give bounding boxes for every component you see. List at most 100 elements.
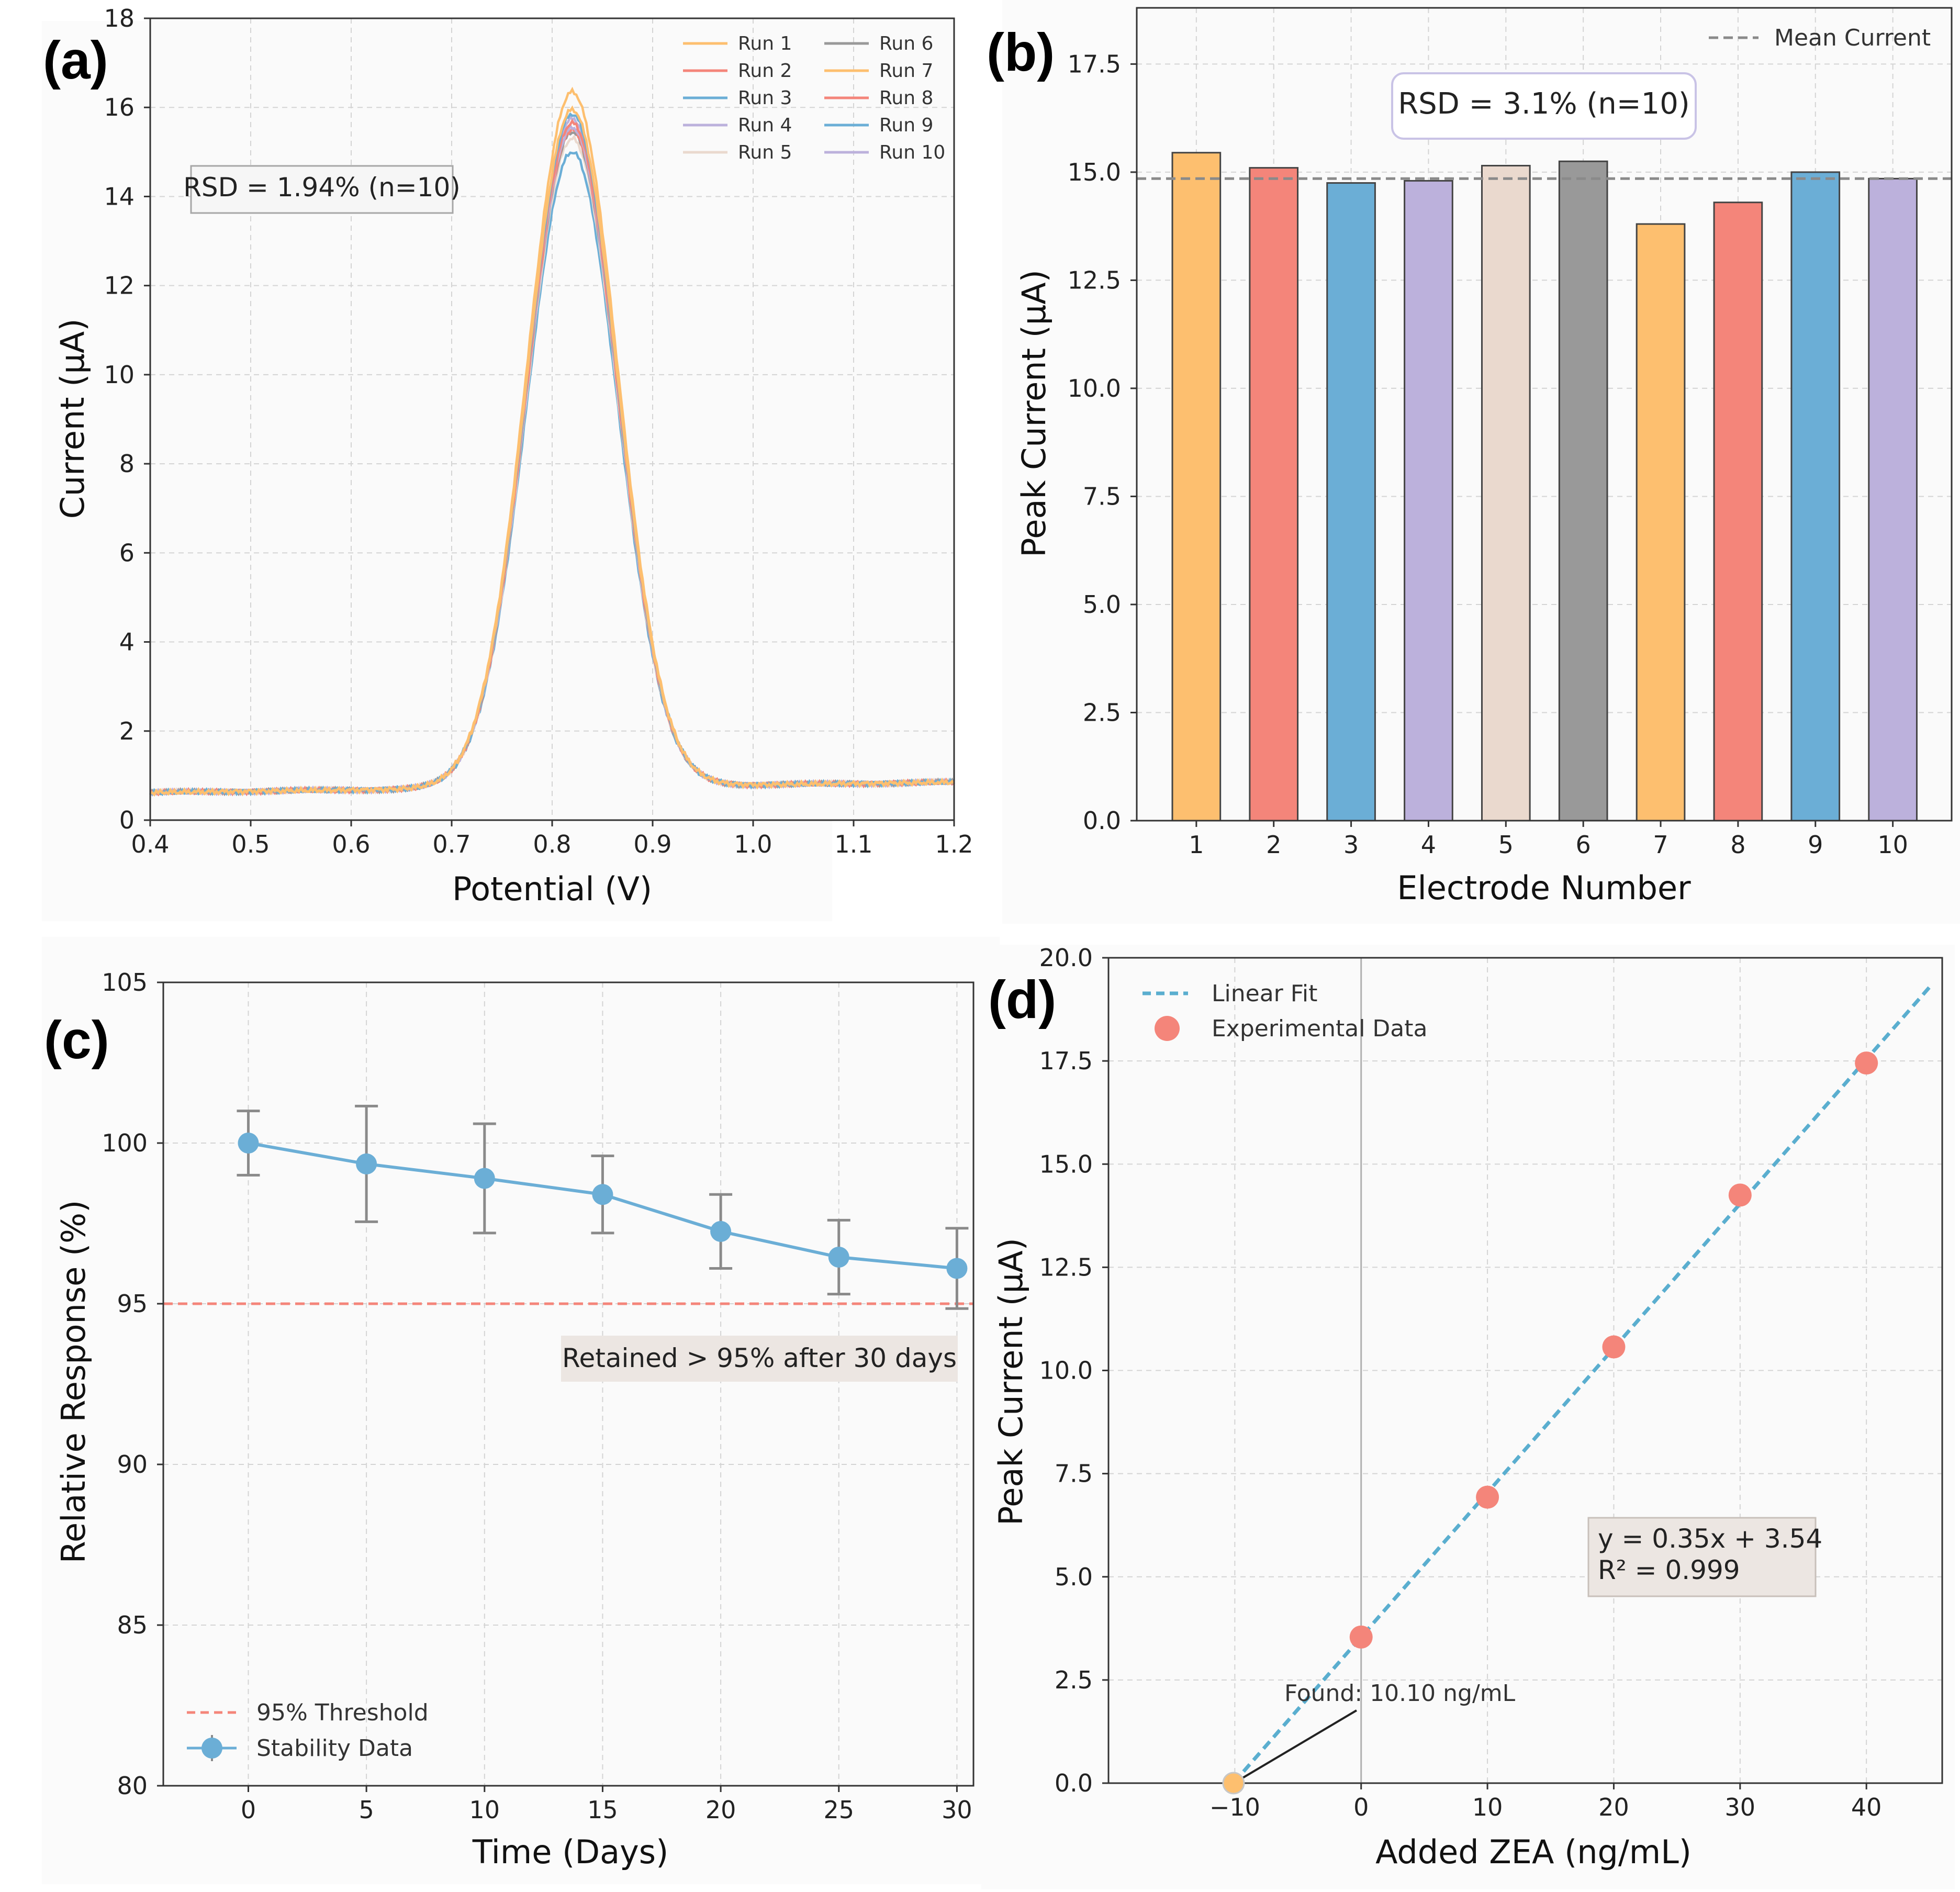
panel-a-series-lines <box>149 86 956 797</box>
panel-b-bar <box>1481 165 1531 822</box>
panel-b-legend-mean-label: Mean Current <box>1774 25 1931 51</box>
panel-c-legend: 95% Threshold Stability Data <box>187 1699 429 1762</box>
panel-c-xtick-label: 25 <box>823 1796 854 1824</box>
panel-a-legend-label: Run 1 <box>738 33 792 54</box>
panel-d-equation-line1: y = 0.35x + 3.54 <box>1598 1524 1822 1554</box>
panel-a-ytick-label: 6 <box>119 539 135 567</box>
panel-c-data-point <box>592 1184 613 1205</box>
panel-d-ytick-label: 12.5 <box>1039 1253 1093 1281</box>
panel-c-ytick-label: 105 <box>102 968 148 997</box>
panel-a-xtick-label: 1.1 <box>834 830 872 858</box>
panel-a-legend-label: Run 10 <box>879 142 945 163</box>
panel-b-xtick-label: 8 <box>1730 831 1745 859</box>
panel-d: −10 0 10 20 30 40 0.0 2.5 5.0 7.5 10.0 12.5 15.0 17.… <box>981 944 1955 1889</box>
panel-b-xtick-label: 10 <box>1877 831 1908 859</box>
panel-d-ytick-label: 15.0 <box>1039 1150 1093 1178</box>
panel-c-series <box>237 1104 969 1310</box>
panel-a-ytick-label: 10 <box>104 361 135 389</box>
panel-a-xtick-label: 1.0 <box>734 830 772 858</box>
panel-b-bar <box>1636 223 1686 822</box>
panel-a-legend-label: Run 5 <box>738 142 792 163</box>
panel-d-data-point <box>1602 1335 1626 1359</box>
panel-d-found-annotation: Found: 10.10 ng/mL <box>1222 1680 1516 1795</box>
panel-d-ytick-label: 2.5 <box>1055 1666 1093 1694</box>
panel-c-data-point <box>474 1168 495 1189</box>
panel-a-legend-label: Run 3 <box>738 87 792 109</box>
panel-b-x-ticks: 1 2 3 4 5 6 7 8 9 10 <box>1189 821 1908 859</box>
panel-b-xlabel: Electrode Number <box>1397 869 1691 907</box>
panel-b-ytick-label: 10.0 <box>1068 374 1121 402</box>
panel-b-rsd-box-frame <box>1391 72 1697 140</box>
panel-a-ytick-label: 14 <box>104 182 135 210</box>
panel-b-bar <box>1790 171 1841 822</box>
panel-b-ytick-label: 12.5 <box>1068 266 1121 294</box>
panel-d-data-point <box>1476 1485 1499 1509</box>
panel-a-ytick-label: 16 <box>104 93 135 121</box>
panel-b-xtick-label: 1 <box>1189 831 1204 859</box>
panel-b-bar <box>1249 167 1299 822</box>
panel-c-data-point <box>710 1221 732 1242</box>
panel-b-bar <box>1713 201 1763 822</box>
panel-b-xtick-label: 7 <box>1653 831 1668 859</box>
panel-a-rsd-box-frame <box>190 165 454 214</box>
panel-b-frame <box>1136 7 1953 822</box>
panel-a-legend-label: Run 6 <box>879 33 933 54</box>
panel-a-xtick-label: 0.9 <box>633 830 671 858</box>
panel-a-ytick-label: 12 <box>104 272 135 300</box>
panel-c-legend-stability-label: Stability Data <box>256 1735 413 1762</box>
panel-a-rsd-box: RSD = 1.94% (n=10) <box>183 165 461 214</box>
panel-c-xtick-label: 20 <box>705 1796 736 1824</box>
panel-c-xtick-label: 10 <box>469 1796 500 1824</box>
panel-d-legend-fit-label: Linear Fit <box>1212 980 1317 1007</box>
panel-c-y-ticks: 80 85 90 95 100 105 <box>102 968 163 1800</box>
panel-b-bar <box>1404 180 1453 822</box>
panel-a-y-ticks: 0 2 4 6 8 10 12 14 16 18 <box>104 4 150 834</box>
panel-d-xtick-label: 10 <box>1472 1793 1503 1821</box>
panel-c-xtick-label: 30 <box>942 1796 972 1824</box>
panel-a-ylabel: Current (μA) <box>53 319 92 519</box>
panel-d-data-point <box>1728 1183 1752 1207</box>
panel-a-xtick-label: 0.6 <box>332 830 370 858</box>
panel-c-ytick-label: 100 <box>102 1129 148 1157</box>
panel-d-y-ticks: 0.0 2.5 5.0 7.5 10.0 12.5 15.0 17.5 20.0 <box>1039 944 1108 1797</box>
panel-c-retained-box-frame <box>561 1336 958 1382</box>
panel-b-label: (b) <box>987 23 1055 82</box>
panel-b-ylabel: Peak Current (μA) <box>1015 270 1053 557</box>
panel-d-ytick-label: 10.0 <box>1039 1357 1093 1385</box>
panel-a-xtick-label: 0.7 <box>432 830 471 858</box>
panel-c-xlabel: Time (Days) <box>472 1833 669 1871</box>
panel-d-xtick-label: 20 <box>1598 1793 1629 1821</box>
panel-d-legend: Linear Fit Experimental Data <box>1143 980 1427 1042</box>
panel-a-label: (a) <box>43 30 108 90</box>
panel-d-points <box>1349 1051 1878 1649</box>
panel-c-data-point <box>946 1258 968 1279</box>
panel-d-xlabel: Added ZEA (ng/mL) <box>1375 1833 1692 1871</box>
panel-d-xtick-label: 30 <box>1725 1793 1756 1821</box>
panel-d-equation-box-frame <box>1587 1517 1817 1597</box>
panel-a-xtick-label: 1.2 <box>935 830 973 858</box>
panel-a-xtick-label: 0.4 <box>131 830 169 858</box>
panel-b-xtick-label: 2 <box>1266 831 1281 859</box>
panel-d-x-ticks: −10 0 10 20 30 40 <box>1209 1783 1881 1821</box>
panel-a-series-line <box>150 86 955 797</box>
panel-a-legend-label: Run 7 <box>879 60 933 82</box>
panel-d-ytick-label: 17.5 <box>1039 1047 1093 1075</box>
panel-b-ytick-label: 15.0 <box>1068 158 1121 186</box>
panel-b-xtick-label: 5 <box>1498 831 1514 859</box>
panel-c-data-point <box>238 1133 259 1154</box>
panel-d-xtick-label: −10 <box>1209 1793 1260 1821</box>
panel-a-ytick-label: 2 <box>119 717 135 745</box>
panel-d-label: (d) <box>988 970 1056 1029</box>
panel-b: 1 2 3 4 5 6 7 8 9 10 0.0 2.5 5.0 7.5 10.0 12.5 15.0 17.5… <box>987 0 1960 924</box>
panel-d-found-point <box>1222 1772 1245 1795</box>
panel-a-legend: Run 1 Run 2 Run 3 Run 4 Run 5 Run 6 Run 7 Run 8… <box>683 33 945 163</box>
panel-c-frame <box>162 981 975 1787</box>
panel-b-legend: Mean Current <box>1709 25 1931 51</box>
panel-a-xlabel: Potential (V) <box>452 870 652 908</box>
panel-b-bar <box>1868 177 1918 822</box>
panel-a-x-ticks: 0.4 0.5 0.6 0.7 0.8 0.9 1.0 1.1 1.2 <box>131 820 973 858</box>
panel-b-ytick-label: 2.5 <box>1083 698 1121 726</box>
panel-d-equation-line2: R² = 0.999 <box>1598 1555 1740 1585</box>
panel-d-ytick-label: 0.0 <box>1055 1769 1093 1797</box>
